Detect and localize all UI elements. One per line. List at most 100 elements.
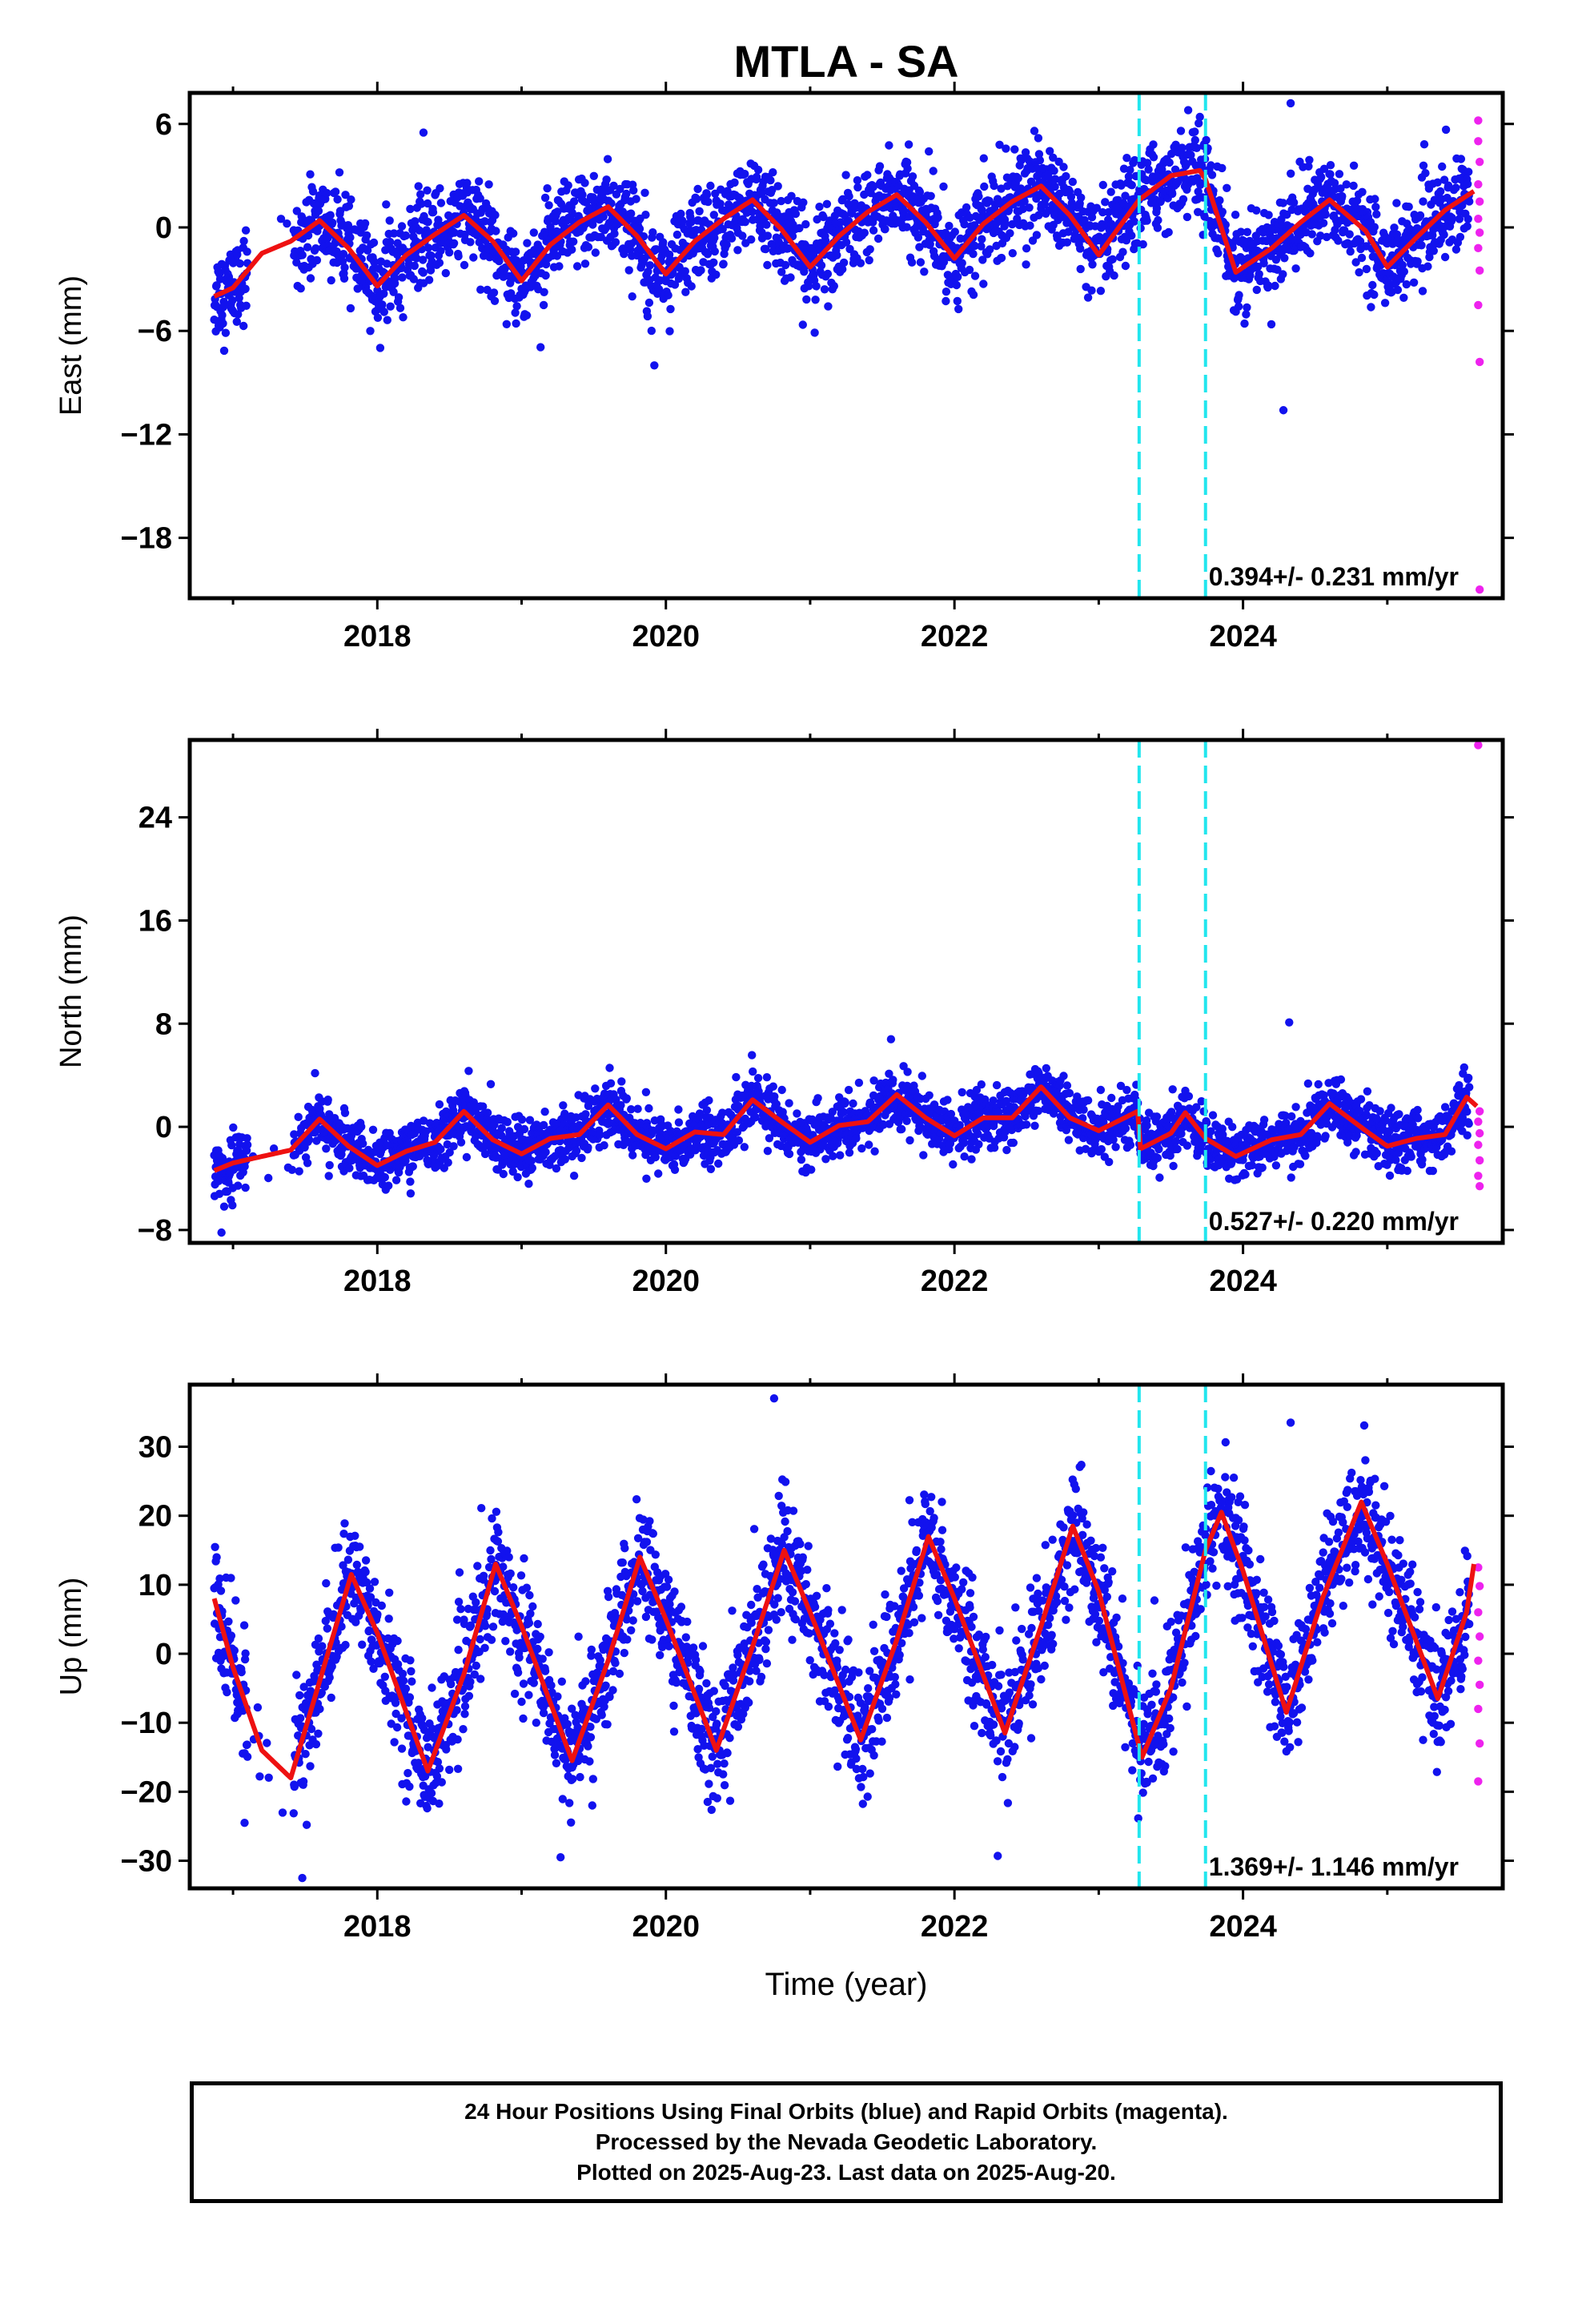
final-point (793, 1109, 801, 1118)
final-point (952, 280, 962, 290)
final-point (456, 202, 464, 211)
final-point (1415, 211, 1425, 220)
final-point (490, 1120, 499, 1129)
final-point (1066, 192, 1076, 201)
final-point (1184, 1092, 1194, 1101)
final-point (513, 1123, 523, 1132)
final-point (836, 1151, 845, 1160)
final-point (1168, 1085, 1177, 1094)
final-point (1218, 1124, 1227, 1133)
final-point (368, 1125, 378, 1135)
final-point (1022, 1120, 1031, 1129)
final-point (1122, 1085, 1131, 1095)
final-point (958, 1088, 966, 1097)
final-point (716, 199, 725, 208)
final-point (1215, 196, 1224, 205)
final-point (368, 264, 378, 274)
final-point (1059, 163, 1068, 171)
final-point (1279, 270, 1287, 279)
final-point (347, 195, 355, 204)
final-point (644, 1104, 653, 1113)
final-point (424, 275, 434, 284)
final-point (1372, 210, 1381, 219)
final-point (344, 202, 354, 211)
final-point (227, 1140, 236, 1150)
final-point (1176, 127, 1186, 135)
final-point (540, 193, 550, 203)
final-point (1002, 144, 1010, 153)
final-point (1178, 143, 1186, 152)
final-point (678, 216, 687, 225)
final-point (869, 226, 878, 235)
final-point (977, 242, 986, 251)
final-point (1108, 255, 1117, 263)
final-point (1370, 223, 1379, 231)
final-point (1168, 189, 1177, 199)
final-point (1166, 1151, 1174, 1160)
final-point (529, 228, 538, 237)
final-point (492, 227, 500, 235)
final-point (1305, 155, 1314, 164)
final-point (398, 273, 407, 282)
final-point (1171, 140, 1180, 149)
final-point (741, 170, 749, 179)
final-point (1098, 207, 1107, 217)
final-point (243, 1134, 251, 1143)
final-point (436, 184, 444, 193)
final-point (341, 191, 350, 199)
final-point (741, 218, 749, 227)
final-point (925, 1091, 934, 1100)
final-point (578, 191, 587, 199)
final-point (234, 310, 243, 319)
final-point (677, 209, 685, 219)
final-point (436, 247, 445, 255)
final-point (616, 184, 624, 194)
final-point (670, 1165, 680, 1175)
final-point (360, 219, 370, 228)
final-point (970, 241, 979, 251)
final-point (1116, 1081, 1126, 1091)
final-point (1127, 181, 1137, 190)
final-point (919, 1151, 928, 1160)
final-point (1241, 1170, 1250, 1179)
final-point (397, 222, 407, 231)
final-point (856, 259, 865, 267)
y-axis-label: East (mm) (54, 275, 88, 416)
final-point (1169, 1161, 1178, 1171)
final-point (860, 228, 869, 237)
y-tick-label: −6 (138, 315, 172, 348)
final-point (978, 206, 987, 215)
final-point (687, 218, 696, 227)
final-point (366, 327, 375, 336)
final-point (419, 1116, 428, 1125)
final-point (821, 1155, 830, 1164)
final-point (335, 207, 345, 215)
final-point (1326, 170, 1335, 179)
final-point (569, 1172, 579, 1180)
rapid-point (1474, 116, 1483, 125)
final-point (443, 1140, 452, 1149)
final-point (243, 247, 251, 256)
final-point (1243, 303, 1251, 312)
final-point (1304, 162, 1313, 171)
final-point (1192, 1103, 1201, 1112)
final-point (239, 321, 248, 331)
final-point (1367, 303, 1375, 312)
final-point (523, 239, 532, 247)
final-point (642, 1174, 651, 1184)
final-point (1202, 135, 1211, 145)
final-point (1438, 162, 1447, 171)
final-point (1087, 213, 1097, 222)
final-point (1441, 125, 1451, 135)
final-point (559, 1101, 568, 1110)
final-point (552, 1164, 561, 1173)
final-point (362, 231, 371, 240)
final-point (1399, 293, 1408, 302)
final-point (1192, 143, 1202, 152)
final-point (539, 300, 548, 310)
final-point (1322, 232, 1331, 242)
final-point (904, 140, 913, 149)
final-point (777, 196, 785, 206)
final-point (916, 258, 926, 267)
x-tick-label: 2024 (1209, 620, 1277, 653)
